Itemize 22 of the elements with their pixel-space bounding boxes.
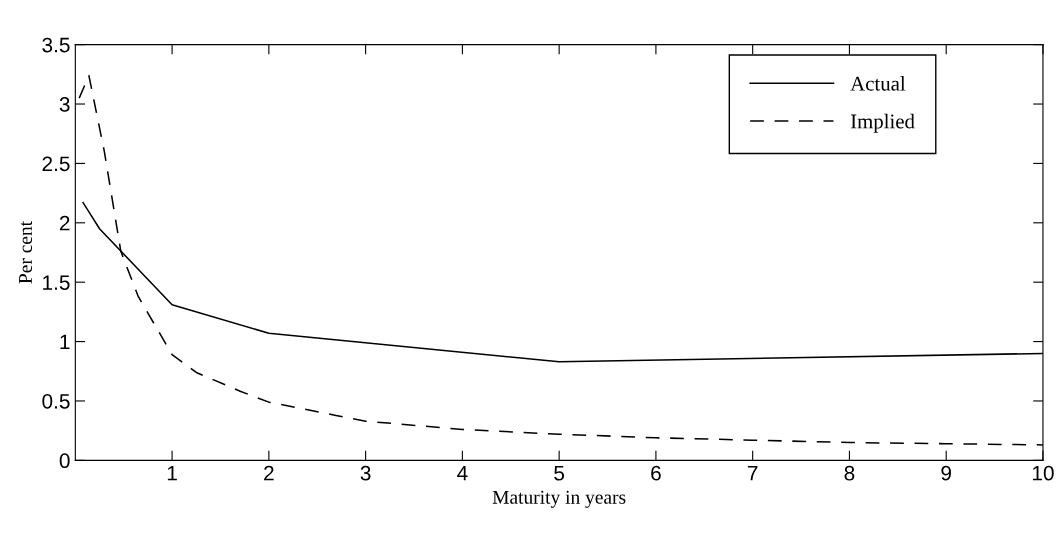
legend-label: Implied	[850, 113, 915, 133]
x-tick-label: 10	[1032, 465, 1054, 481]
y-tick-label: 3.5	[42, 37, 70, 53]
y-tick-label: 0.5	[42, 393, 70, 409]
x-tick-label: 1	[167, 465, 177, 481]
y-tick-label: 2.5	[42, 156, 70, 172]
x-tick-label: 2	[264, 465, 274, 481]
y-tick-label: 0	[59, 453, 70, 469]
x-tick-label: 4	[457, 465, 468, 481]
x-tick-label: 5	[554, 465, 565, 481]
x-tick-label: 9	[941, 465, 952, 481]
x-tick-label: 8	[844, 465, 855, 481]
y-tick-label: 1.5	[43, 275, 70, 290]
x-tick-label: 6	[651, 465, 661, 481]
x-axis-title: Maturity in years	[492, 490, 626, 508]
legend-label: Actual	[850, 76, 906, 91]
x-tick-label: 7	[747, 465, 758, 481]
y-tick-label: 2	[59, 215, 70, 231]
y-axis-title: Per cent	[19, 221, 33, 284]
y-tick-label: 3	[59, 97, 70, 112]
y-tick-label: 1	[60, 334, 70, 350]
x-tick-label: 3	[360, 465, 371, 481]
